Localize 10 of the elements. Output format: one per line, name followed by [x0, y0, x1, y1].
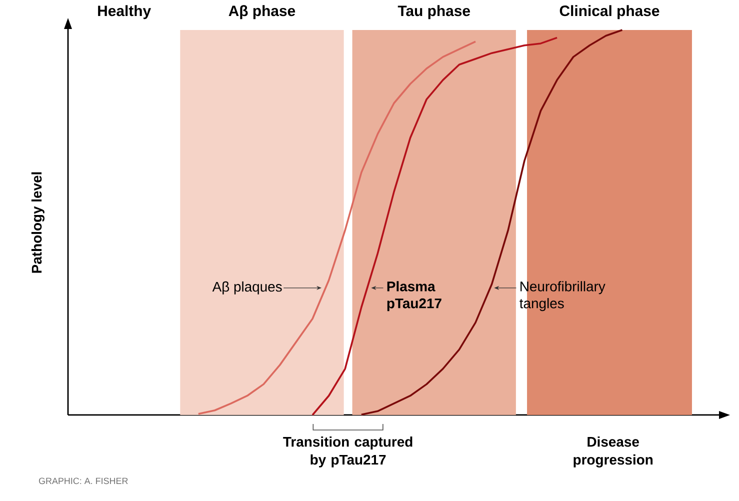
text: Clinical phase	[560, 5, 660, 20]
text: Aβ plaques	[212, 281, 282, 294]
x-axis-title: Disease progression	[574, 436, 653, 468]
text: Transition captured by pTau217	[283, 436, 412, 468]
text: Aβ phase	[228, 5, 296, 20]
text: Healthy	[98, 5, 151, 20]
y-axis-title: Pathology level	[31, 172, 44, 273]
text: GRAPHIC: A. FISHER	[38, 478, 128, 484]
text: Tau phase	[398, 5, 470, 20]
series-label: Plasma pTau217	[387, 281, 442, 312]
